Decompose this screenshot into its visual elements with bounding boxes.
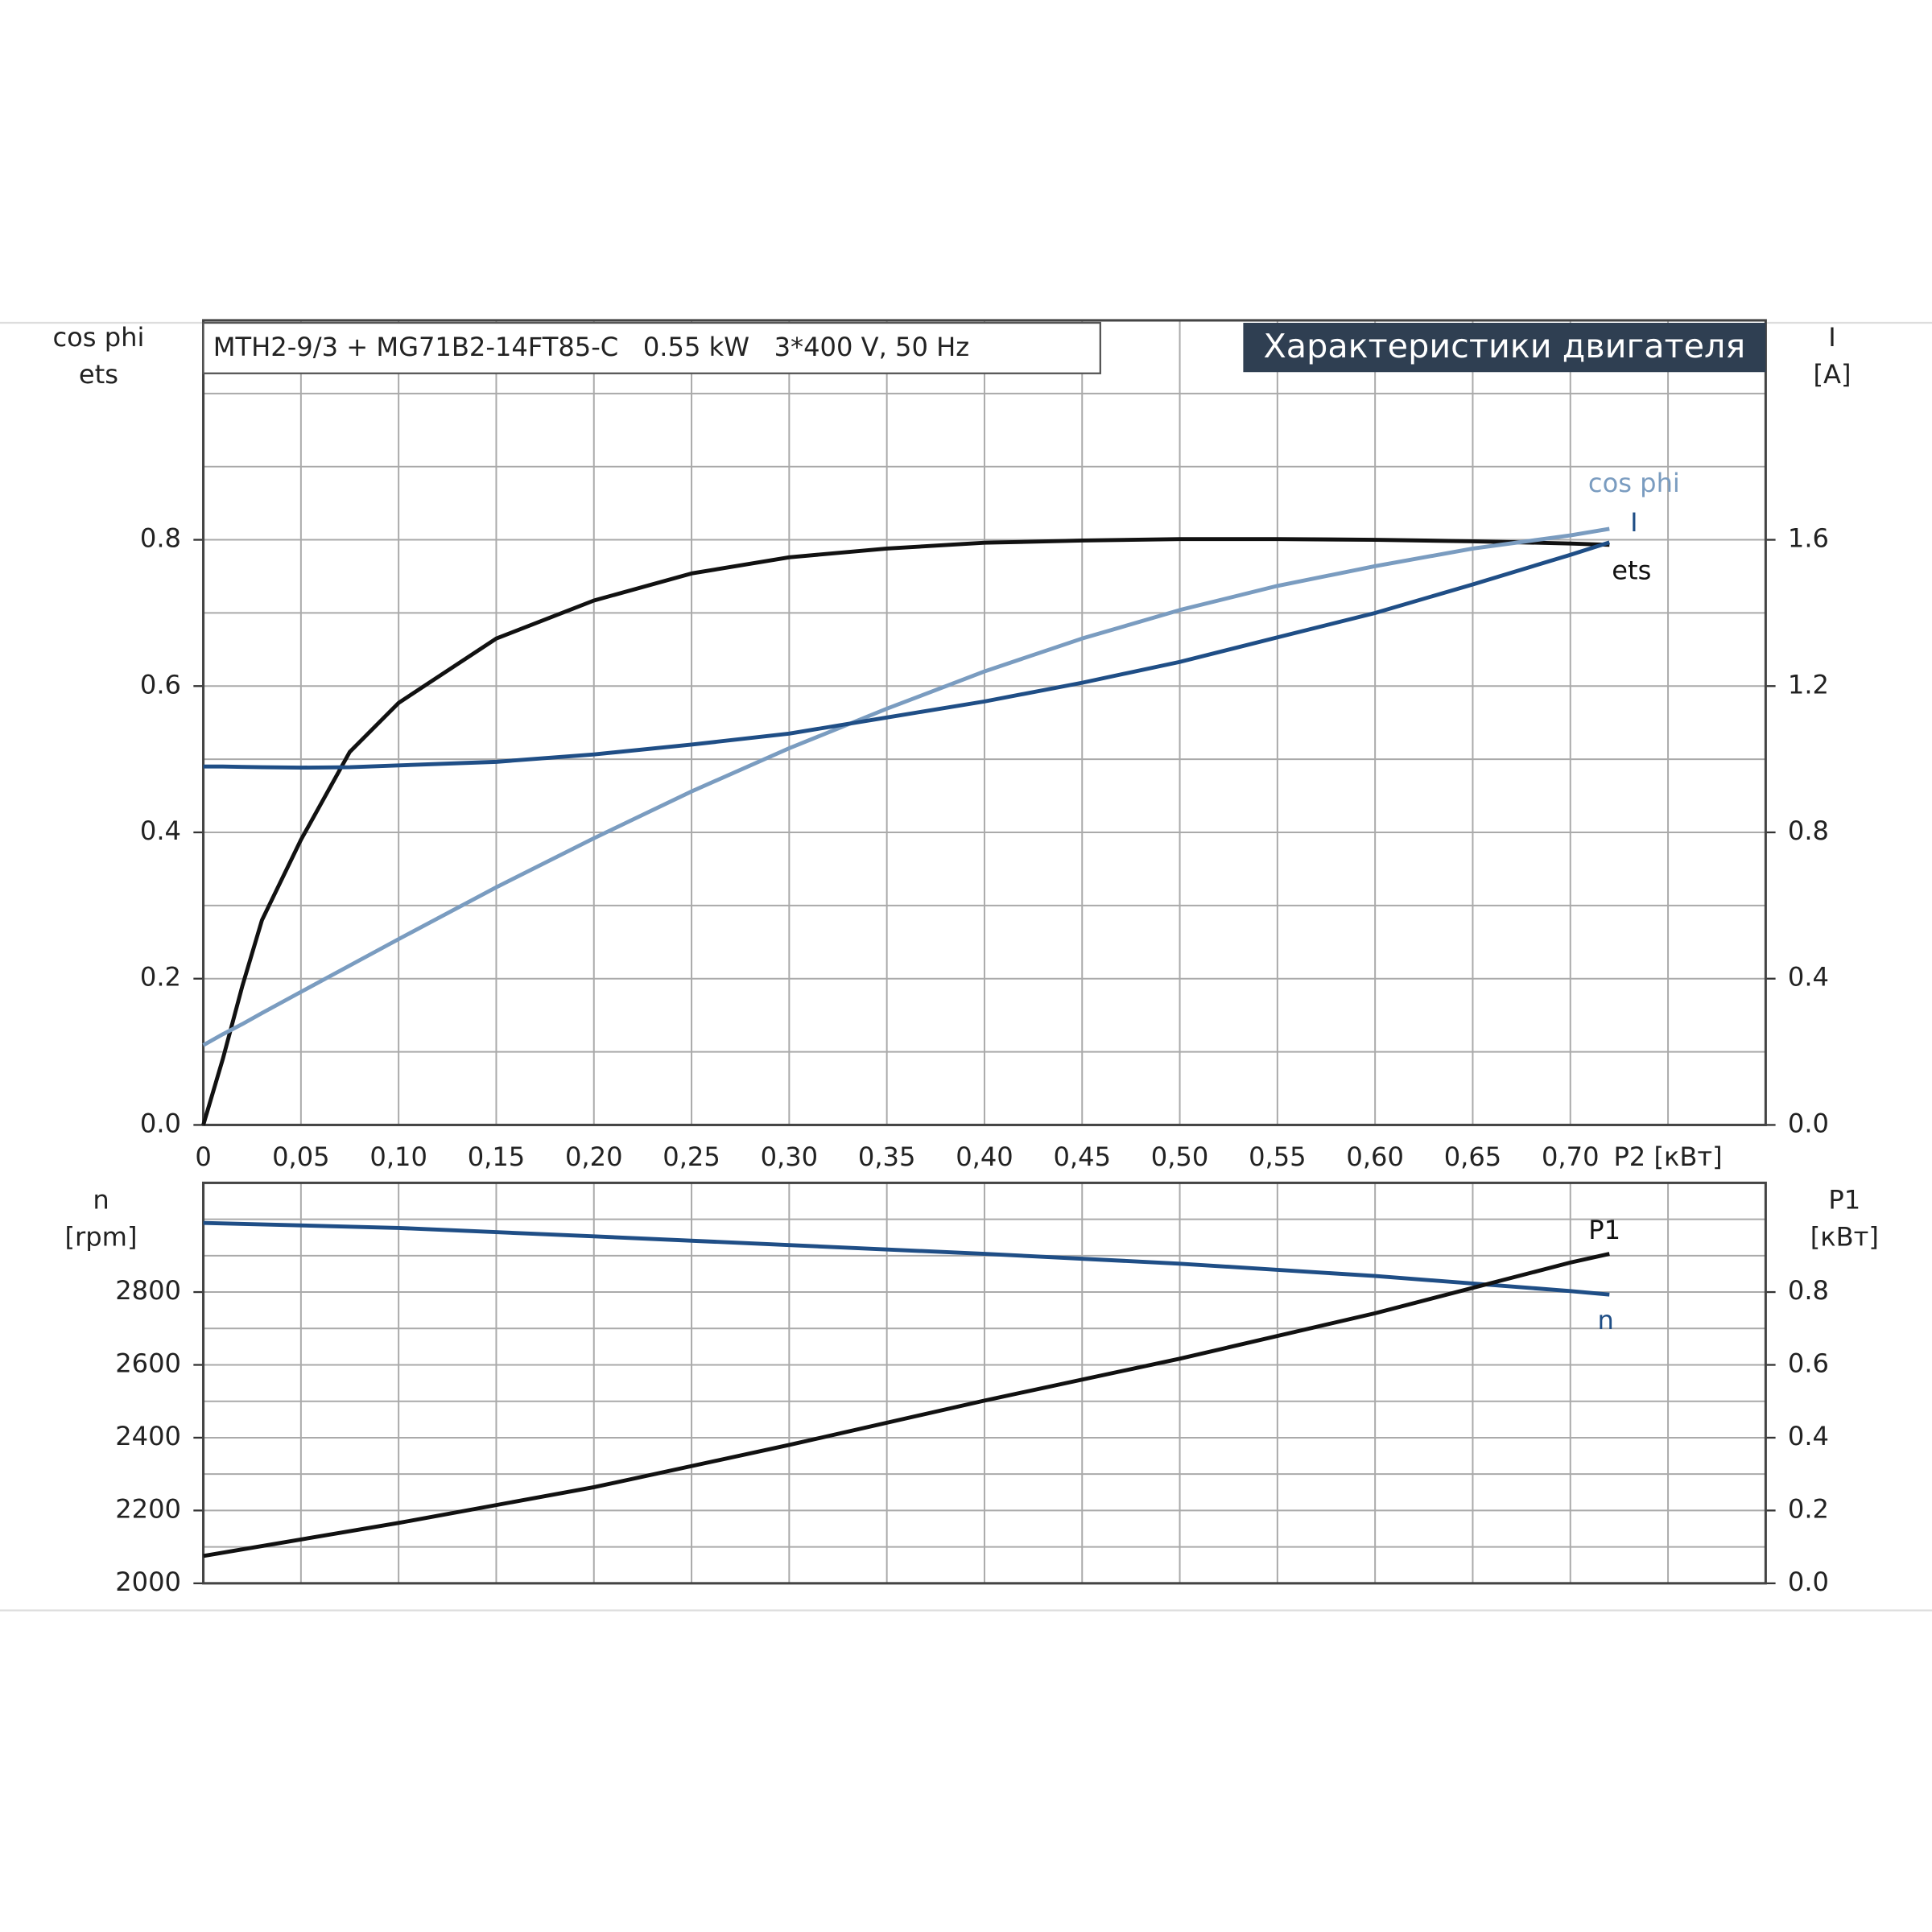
y2-axis-label: I xyxy=(1828,322,1835,353)
x-tick-label: 0,10 xyxy=(369,1141,427,1172)
y-tick-label: 2800 xyxy=(115,1275,181,1306)
y2-tick-label: 0.8 xyxy=(1788,1275,1829,1306)
y-tick-label: 2400 xyxy=(115,1421,181,1451)
series-line xyxy=(203,1252,1610,1558)
y-axis-label: n xyxy=(93,1184,109,1215)
y2-tick-label: 0.2 xyxy=(1788,1493,1829,1524)
x-tick-label: 0,20 xyxy=(565,1141,623,1172)
y2-axis-label: P1 xyxy=(1828,1184,1860,1215)
x-axis-label: P2 [кВт] xyxy=(1613,1141,1722,1172)
chart-title: MTH2-9/3 + MG71B2-14FT85-C 0.55 kW 3*400… xyxy=(213,332,969,362)
series-line xyxy=(201,537,1610,1126)
heading-box xyxy=(1243,323,1766,373)
y-axis-label: [rpm] xyxy=(65,1221,138,1252)
y-tick-label: 2000 xyxy=(115,1567,181,1597)
x-tick-label: 0,05 xyxy=(272,1141,330,1172)
series-label: P1 xyxy=(1588,1215,1620,1245)
x-tick-label: 0 xyxy=(195,1141,211,1172)
series-label: ets xyxy=(1612,555,1651,586)
y-tick-label: 0.8 xyxy=(140,523,181,554)
x-tick-label: 0,65 xyxy=(1444,1141,1502,1172)
y2-tick-label: 0.6 xyxy=(1788,1348,1829,1379)
y2-tick-label: 0.4 xyxy=(1788,962,1829,993)
x-tick-label: 0,60 xyxy=(1346,1141,1404,1172)
x-tick-label: 0,50 xyxy=(1151,1141,1209,1172)
series-label: I xyxy=(1630,507,1637,538)
x-tick-label: 0,35 xyxy=(858,1141,916,1172)
x-tick-label: 0,30 xyxy=(761,1141,819,1172)
plot-frame xyxy=(202,1181,1767,1585)
y-tick-label: 0.6 xyxy=(140,669,181,700)
chart-heading: Характеристики двигателя xyxy=(1264,327,1746,365)
y2-tick-label: 0.4 xyxy=(1788,1421,1829,1451)
x-tick-label: 0,70 xyxy=(1542,1141,1600,1172)
series-label: cos phi xyxy=(1588,468,1680,498)
series-label: n xyxy=(1598,1305,1614,1335)
series-line xyxy=(203,1220,1610,1297)
x-tick-label: 0,45 xyxy=(1053,1141,1111,1172)
y2-tick-label: 0.0 xyxy=(1788,1567,1829,1597)
y-axis-label: ets xyxy=(79,359,118,390)
y2-tick-label: 1.2 xyxy=(1788,669,1829,700)
y2-axis-label: [A] xyxy=(1813,359,1851,390)
y2-tick-label: 0.0 xyxy=(1788,1108,1829,1138)
series-line xyxy=(202,526,1610,1047)
y2-tick-label: 1.6 xyxy=(1788,523,1829,554)
y-tick-label: 0.4 xyxy=(140,815,181,846)
y-tick-label: 2600 xyxy=(115,1348,181,1379)
x-tick-label: 0,15 xyxy=(468,1141,526,1172)
y2-axis-label: [кВт] xyxy=(1810,1221,1879,1252)
x-tick-label: 0,25 xyxy=(663,1141,720,1172)
y-tick-label: 0.2 xyxy=(140,962,181,993)
plot-frame xyxy=(202,319,1767,1126)
y-tick-label: 0.0 xyxy=(140,1108,181,1138)
y2-tick-label: 0.8 xyxy=(1788,815,1829,846)
series-line xyxy=(203,540,1611,770)
y-tick-label: 2200 xyxy=(115,1493,181,1524)
x-tick-label: 0,40 xyxy=(956,1141,1013,1172)
title-box xyxy=(202,321,1101,374)
x-tick-label: 0,55 xyxy=(1249,1141,1307,1172)
y-axis-label: cos phi xyxy=(52,322,144,353)
